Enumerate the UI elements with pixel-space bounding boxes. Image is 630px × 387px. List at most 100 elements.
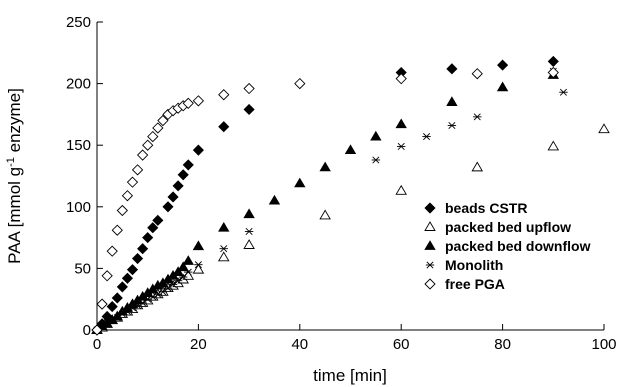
- y-tick-label: 0: [83, 322, 91, 339]
- data-point: [126, 264, 139, 276]
- legend-item: beads CSTR: [424, 200, 527, 216]
- data-point: [184, 268, 193, 276]
- data-point: [192, 263, 205, 274]
- data-point: [101, 270, 113, 282]
- data-point: [395, 73, 407, 85]
- data-point: [121, 190, 134, 202]
- legend-marker: [424, 202, 436, 214]
- data-point: [172, 180, 184, 192]
- data-point: [598, 123, 610, 134]
- plot-points: [91, 55, 610, 336]
- x-axis-title: time [min]: [313, 366, 387, 385]
- data-point: [131, 164, 144, 176]
- legend-marker: [425, 261, 435, 269]
- data-point: [219, 245, 228, 253]
- x-tick-label: 100: [591, 336, 616, 353]
- data-point: [138, 299, 147, 307]
- data-point: [243, 239, 255, 249]
- legend-item: packed bed downflow: [424, 238, 591, 254]
- data-point: [111, 224, 123, 236]
- data-point: [106, 245, 118, 257]
- y-tick-label: 50: [74, 260, 91, 277]
- data-point: [218, 221, 230, 232]
- data-point: [395, 118, 407, 129]
- data-point: [319, 209, 331, 220]
- data-point: [142, 232, 154, 244]
- data-point: [473, 113, 482, 121]
- data-point: [559, 88, 568, 96]
- data-point: [172, 266, 184, 276]
- data-point: [268, 194, 281, 205]
- data-point: [106, 301, 118, 313]
- data-point: [91, 324, 103, 336]
- series-free-pga: [91, 66, 559, 336]
- data-point: [192, 240, 205, 251]
- data-point: [547, 140, 560, 151]
- data-point: [344, 144, 357, 155]
- data-point: [113, 314, 122, 322]
- legend-label: packed bed downflow: [445, 238, 591, 254]
- data-point: [371, 156, 381, 164]
- y-tick-label: 100: [66, 199, 91, 216]
- x-tick-label: 80: [494, 336, 511, 353]
- data-point: [192, 144, 204, 156]
- data-point: [194, 261, 203, 269]
- data-point: [217, 251, 230, 262]
- data-point: [123, 308, 132, 316]
- data-point: [370, 130, 382, 141]
- data-point: [142, 139, 154, 151]
- data-point: [177, 261, 189, 272]
- data-point: [397, 142, 406, 150]
- data-point: [147, 130, 159, 143]
- data-point: [192, 95, 205, 107]
- data-point: [168, 280, 178, 288]
- data-point: [547, 66, 559, 79]
- data-point: [116, 204, 128, 217]
- data-point: [126, 176, 139, 188]
- data-point: [152, 214, 164, 226]
- x-tick-label: 40: [291, 336, 308, 353]
- data-point: [182, 97, 194, 109]
- legend-item: Monolith: [425, 257, 503, 273]
- legend-label: packed bed upflow: [445, 219, 571, 235]
- legend-item: free PGA: [424, 276, 505, 292]
- data-point: [243, 82, 255, 95]
- data-point: [244, 227, 254, 235]
- data-point: [471, 161, 484, 172]
- legend-marker: [424, 221, 436, 231]
- data-point: [446, 63, 458, 75]
- legend-label: free PGA: [445, 276, 505, 292]
- data-point: [131, 252, 144, 265]
- data-point: [162, 201, 174, 213]
- data-point: [121, 272, 133, 284]
- data-point: [147, 222, 159, 234]
- y-axis-title: PAA [mmol g-1 enzyme]: [5, 88, 24, 264]
- data-point: [497, 59, 509, 71]
- data-point: [218, 121, 230, 133]
- x-tick-label: 0: [93, 336, 101, 353]
- data-point: [294, 77, 306, 90]
- legend-marker: [424, 278, 436, 290]
- y-tick-label: 250: [66, 14, 91, 31]
- x-axis: 0 20 40 60 80 100 time [min]: [93, 324, 617, 385]
- data-point: [243, 103, 255, 116]
- legend-label: beads CSTR: [445, 200, 527, 216]
- data-point: [116, 281, 128, 293]
- data-point: [152, 122, 164, 134]
- data-point: [471, 68, 483, 80]
- data-point: [447, 121, 457, 130]
- data-point: [182, 255, 194, 265]
- data-point: [446, 96, 458, 106]
- data-point: [395, 184, 407, 195]
- y-tick-label: 200: [66, 76, 91, 93]
- y-axis-title-suffix: enzyme]: [5, 88, 24, 157]
- x-tick-label: 20: [190, 336, 207, 353]
- data-point: [319, 161, 331, 172]
- data-point: [157, 114, 169, 127]
- data-point: [163, 284, 173, 292]
- data-point: [177, 169, 189, 181]
- data-point: [167, 191, 179, 203]
- legend-marker: [424, 240, 436, 250]
- y-tick-label: 150: [66, 137, 91, 154]
